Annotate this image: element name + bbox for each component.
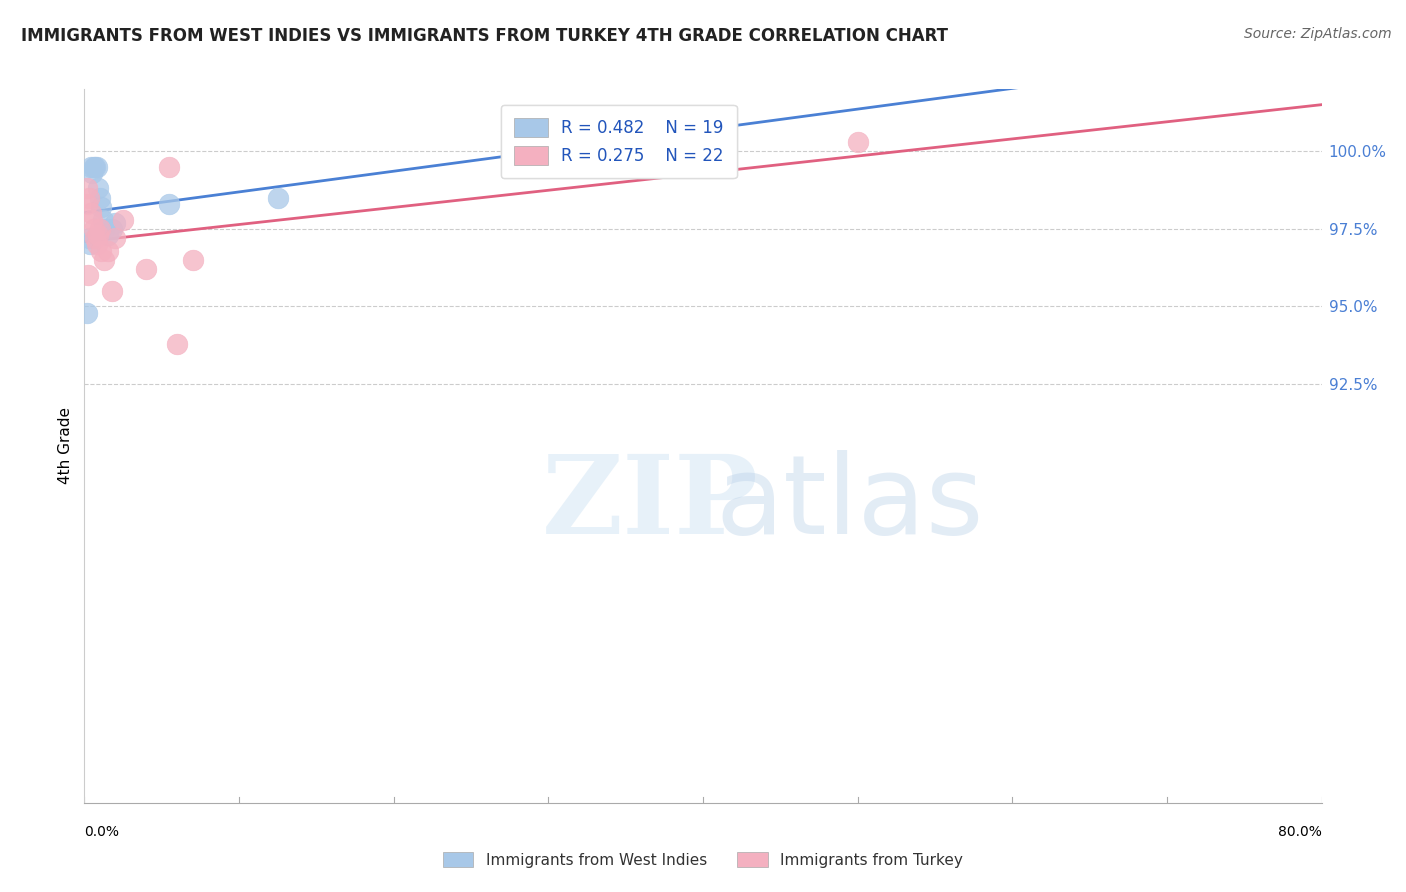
- Point: [101, 284, 124, 298]
- Point: [267, 191, 290, 205]
- Point: [96, 244, 118, 258]
- Point: [159, 160, 180, 174]
- Point: [846, 135, 869, 149]
- Point: [77, 231, 100, 245]
- Point: [83, 222, 105, 236]
- Point: [96, 227, 118, 242]
- Point: [76, 197, 98, 211]
- Point: [93, 222, 115, 236]
- Legend: R = 0.482    N = 19, R = 0.275    N = 22: R = 0.482 N = 19, R = 0.275 N = 22: [501, 104, 737, 178]
- Point: [135, 262, 157, 277]
- Point: [91, 212, 114, 227]
- Point: [77, 268, 100, 283]
- Text: ZIP: ZIP: [543, 450, 759, 557]
- Point: [86, 237, 108, 252]
- Point: [89, 191, 111, 205]
- Text: atlas: atlas: [716, 450, 984, 557]
- Y-axis label: 4th Grade: 4th Grade: [58, 408, 73, 484]
- Point: [87, 227, 110, 242]
- Point: [82, 166, 104, 180]
- Point: [79, 206, 101, 220]
- Text: 0.0%: 0.0%: [84, 825, 120, 839]
- Point: [83, 160, 105, 174]
- Point: [181, 252, 204, 267]
- Point: [90, 244, 112, 258]
- Point: [79, 237, 101, 252]
- Text: IMMIGRANTS FROM WEST INDIES VS IMMIGRANTS FROM TURKEY 4TH GRADE CORRELATION CHAR: IMMIGRANTS FROM WEST INDIES VS IMMIGRANT…: [21, 27, 948, 45]
- Point: [93, 252, 115, 267]
- Point: [537, 138, 560, 153]
- Point: [86, 160, 108, 174]
- Point: [104, 216, 127, 230]
- Point: [104, 231, 127, 245]
- Point: [76, 181, 98, 195]
- Point: [101, 222, 124, 236]
- Point: [90, 200, 112, 214]
- Text: 80.0%: 80.0%: [1278, 825, 1322, 839]
- Point: [76, 305, 98, 319]
- Point: [79, 160, 101, 174]
- Point: [89, 222, 111, 236]
- Point: [166, 336, 188, 351]
- Text: Source: ZipAtlas.com: Source: ZipAtlas.com: [1244, 27, 1392, 41]
- Point: [84, 231, 107, 245]
- Point: [82, 212, 104, 227]
- Legend: Immigrants from West Indies, Immigrants from Turkey: Immigrants from West Indies, Immigrants …: [436, 844, 970, 875]
- Point: [77, 191, 100, 205]
- Point: [87, 181, 110, 195]
- Point: [84, 160, 107, 174]
- Point: [159, 197, 180, 211]
- Point: [112, 212, 135, 227]
